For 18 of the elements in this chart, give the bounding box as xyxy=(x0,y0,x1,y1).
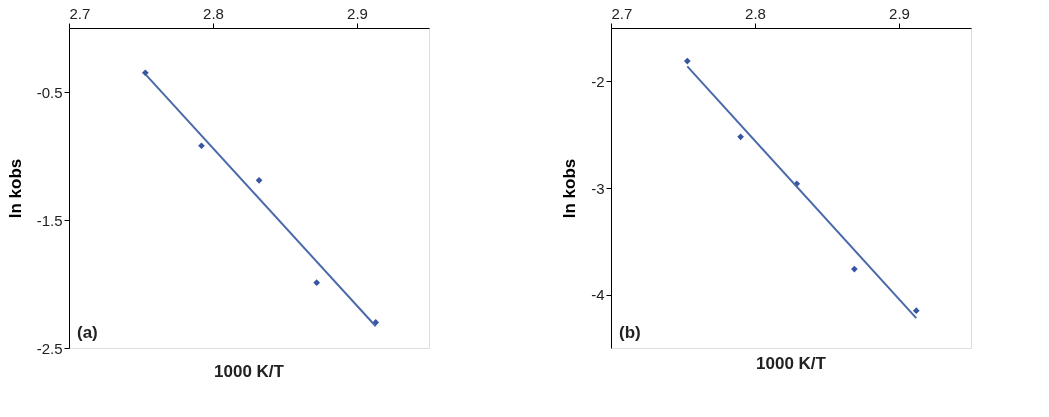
x-tick-label: 2.9 xyxy=(889,4,910,22)
y-axis-title: ln kobs xyxy=(560,158,580,219)
annotation: (b) xyxy=(619,323,641,342)
y-tick-label: -1.5 xyxy=(36,211,63,229)
x-tick-label: 2.7 xyxy=(69,4,91,22)
y-tick-label: -3 xyxy=(591,179,605,197)
y-tick-label: -2 xyxy=(591,72,605,90)
x-axis-title: 1000 K/T xyxy=(756,354,827,373)
x-tick-label: 2.7 xyxy=(611,4,633,22)
x-tick-label: 2.8 xyxy=(745,4,766,22)
y-tick-label: -2.5 xyxy=(36,339,63,357)
x-axis-title: 1000 K/T xyxy=(214,362,285,381)
x-tick-label: 2.9 xyxy=(347,4,368,22)
x-tick-label: 2.8 xyxy=(203,4,224,22)
y-tick-label: -4 xyxy=(591,286,605,304)
y-tick-label: -0.5 xyxy=(36,83,63,101)
y-axis-title: ln kobs xyxy=(5,158,25,219)
annotation: (a) xyxy=(77,323,98,342)
